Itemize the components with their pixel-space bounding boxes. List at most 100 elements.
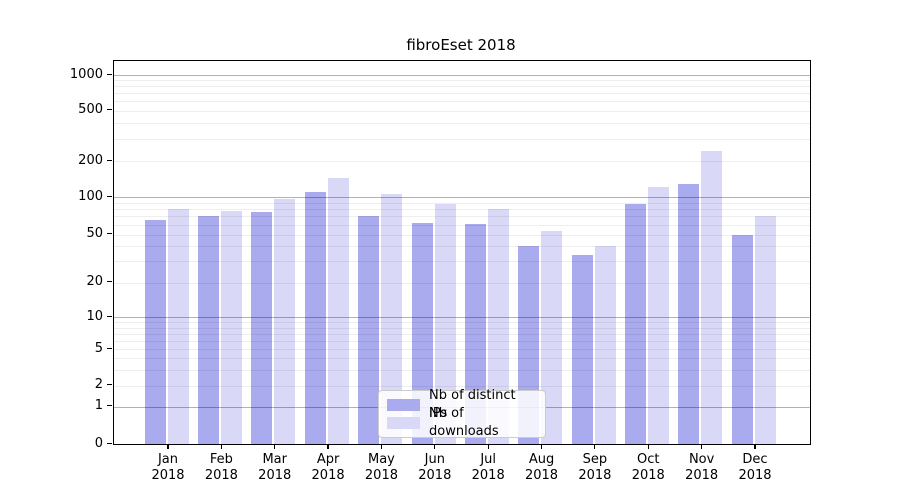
gridline-minor <box>114 282 810 284</box>
bar-distinct-ips-oct <box>624 204 646 444</box>
bar-downloads-oct <box>647 186 669 444</box>
y-axis-tick <box>107 159 112 161</box>
legend-swatch-downloads <box>387 417 420 429</box>
gridline-minor <box>114 261 810 263</box>
y-axis-tick <box>107 195 112 197</box>
legend-item-distinct-ips: Nb of distinct IPs <box>387 388 537 421</box>
x-tick-label-jul: Jul 2018 <box>471 452 505 483</box>
bar-distinct-ips-dec <box>731 234 753 444</box>
x-axis-tick <box>220 444 222 449</box>
x-tick-label-apr: Apr 2018 <box>311 452 345 483</box>
x-axis-tick <box>274 444 276 449</box>
y-axis-tick <box>107 405 112 407</box>
bar-distinct-ips-nov <box>678 184 700 444</box>
gridline-minor <box>114 216 810 218</box>
bar-downloads-feb <box>221 210 243 444</box>
y-tick-label: 10 <box>86 308 103 324</box>
x-axis-tick <box>540 444 543 449</box>
legend-item-downloads: Nb of downloads <box>387 406 537 439</box>
x-tick-label-dec: Dec 2018 <box>738 452 772 483</box>
bar-downloads-jun <box>434 203 456 444</box>
gridline-minor <box>114 358 810 360</box>
x-axis-tick <box>434 444 436 449</box>
bar-distinct-ips-mar <box>251 212 273 444</box>
x-axis-tick <box>167 444 169 449</box>
bar-downloads-aug <box>541 231 563 444</box>
bar-distinct-ips-jan <box>144 219 166 444</box>
gridline-minor <box>114 161 810 162</box>
x-tick-label-jan: Jan 2018 <box>151 452 185 483</box>
bar-downloads-mar <box>274 198 296 444</box>
x-tick-label-may: May 2018 <box>364 452 398 483</box>
gridline-minor <box>114 333 810 335</box>
y-tick-label: 1 <box>94 398 103 414</box>
x-axis-tick <box>647 444 649 449</box>
bar-distinct-ips-apr <box>304 192 326 444</box>
chart-title: fibroEset 2018 <box>406 36 516 54</box>
y-axis-tick <box>107 109 112 111</box>
y-axis-tick <box>107 315 112 317</box>
y-axis-tick <box>107 73 112 75</box>
legend-label-distinct-ips: Nb of distinct IPs <box>429 388 516 421</box>
legend: Nb of distinct IPs Nb of downloads <box>378 388 546 439</box>
x-axis-tick <box>754 444 756 449</box>
gridline-minor <box>114 122 810 124</box>
x-axis-tick <box>701 444 703 449</box>
x-tick-label-sep: Sep 2018 <box>578 452 612 483</box>
legend-swatch-distinct-ips <box>387 399 420 411</box>
gridline-minor <box>114 327 810 329</box>
bar-downloads-apr <box>327 177 349 444</box>
bar-distinct-ips-may <box>358 216 380 444</box>
bar-downloads-dec <box>754 216 776 444</box>
x-tick-label-mar: Mar 2018 <box>258 452 292 483</box>
bar-downloads-jan <box>167 209 189 444</box>
x-tick-label-feb: Feb 2018 <box>204 452 238 483</box>
legend-label-downloads: Nb of downloads <box>429 406 499 439</box>
bar-distinct-ips-jul <box>464 223 486 444</box>
gridline-major <box>114 197 810 199</box>
x-tick-label-jun: Jun 2018 <box>418 452 452 483</box>
bar-distinct-ips-sep <box>571 254 593 444</box>
gridline-minor <box>114 349 810 351</box>
gridline-minor <box>114 80 810 82</box>
y-tick-label: 0 <box>94 435 103 451</box>
y-tick-label: 200 <box>78 152 103 168</box>
gridline-minor <box>114 385 810 387</box>
bar-downloads-jul <box>487 209 509 444</box>
plot-area <box>113 60 811 445</box>
gridline-minor <box>114 234 810 236</box>
gridline-minor <box>114 246 810 248</box>
gridline-major <box>114 317 810 319</box>
y-axis-tick <box>107 233 112 235</box>
y-axis-tick <box>107 442 112 444</box>
y-tick-label: 1000 <box>69 66 103 82</box>
x-tick-label-oct: Oct 2018 <box>631 452 665 483</box>
bar-distinct-ips-feb <box>198 215 220 444</box>
y-tick-label: 100 <box>78 188 103 204</box>
x-tick-label-nov: Nov 2018 <box>685 452 719 483</box>
y-tick-label: 500 <box>78 102 103 118</box>
bar-downloads-nov <box>701 150 723 444</box>
gridline-minor <box>114 322 810 324</box>
gridline-minor <box>114 93 810 95</box>
y-tick-label: 5 <box>94 340 103 356</box>
gridline-minor <box>114 340 810 342</box>
bar-downloads-may <box>381 194 403 444</box>
y-axis-tick <box>107 281 112 283</box>
x-axis-tick <box>594 444 596 449</box>
y-tick-label: 2 <box>94 377 103 393</box>
gridline-minor <box>114 110 810 112</box>
y-axis-tick <box>107 347 112 349</box>
bar-distinct-ips-jun <box>411 222 433 444</box>
gridline-minor <box>114 369 810 371</box>
gridline-minor <box>114 224 810 226</box>
y-tick-label: 20 <box>86 274 103 290</box>
gridline-minor <box>114 138 810 140</box>
gridline-minor <box>114 202 810 204</box>
x-axis-tick <box>487 444 489 449</box>
y-axis-tick <box>107 384 112 386</box>
gridline-minor <box>114 86 810 88</box>
bar-downloads-sep <box>594 246 616 444</box>
x-axis-tick <box>380 444 383 449</box>
